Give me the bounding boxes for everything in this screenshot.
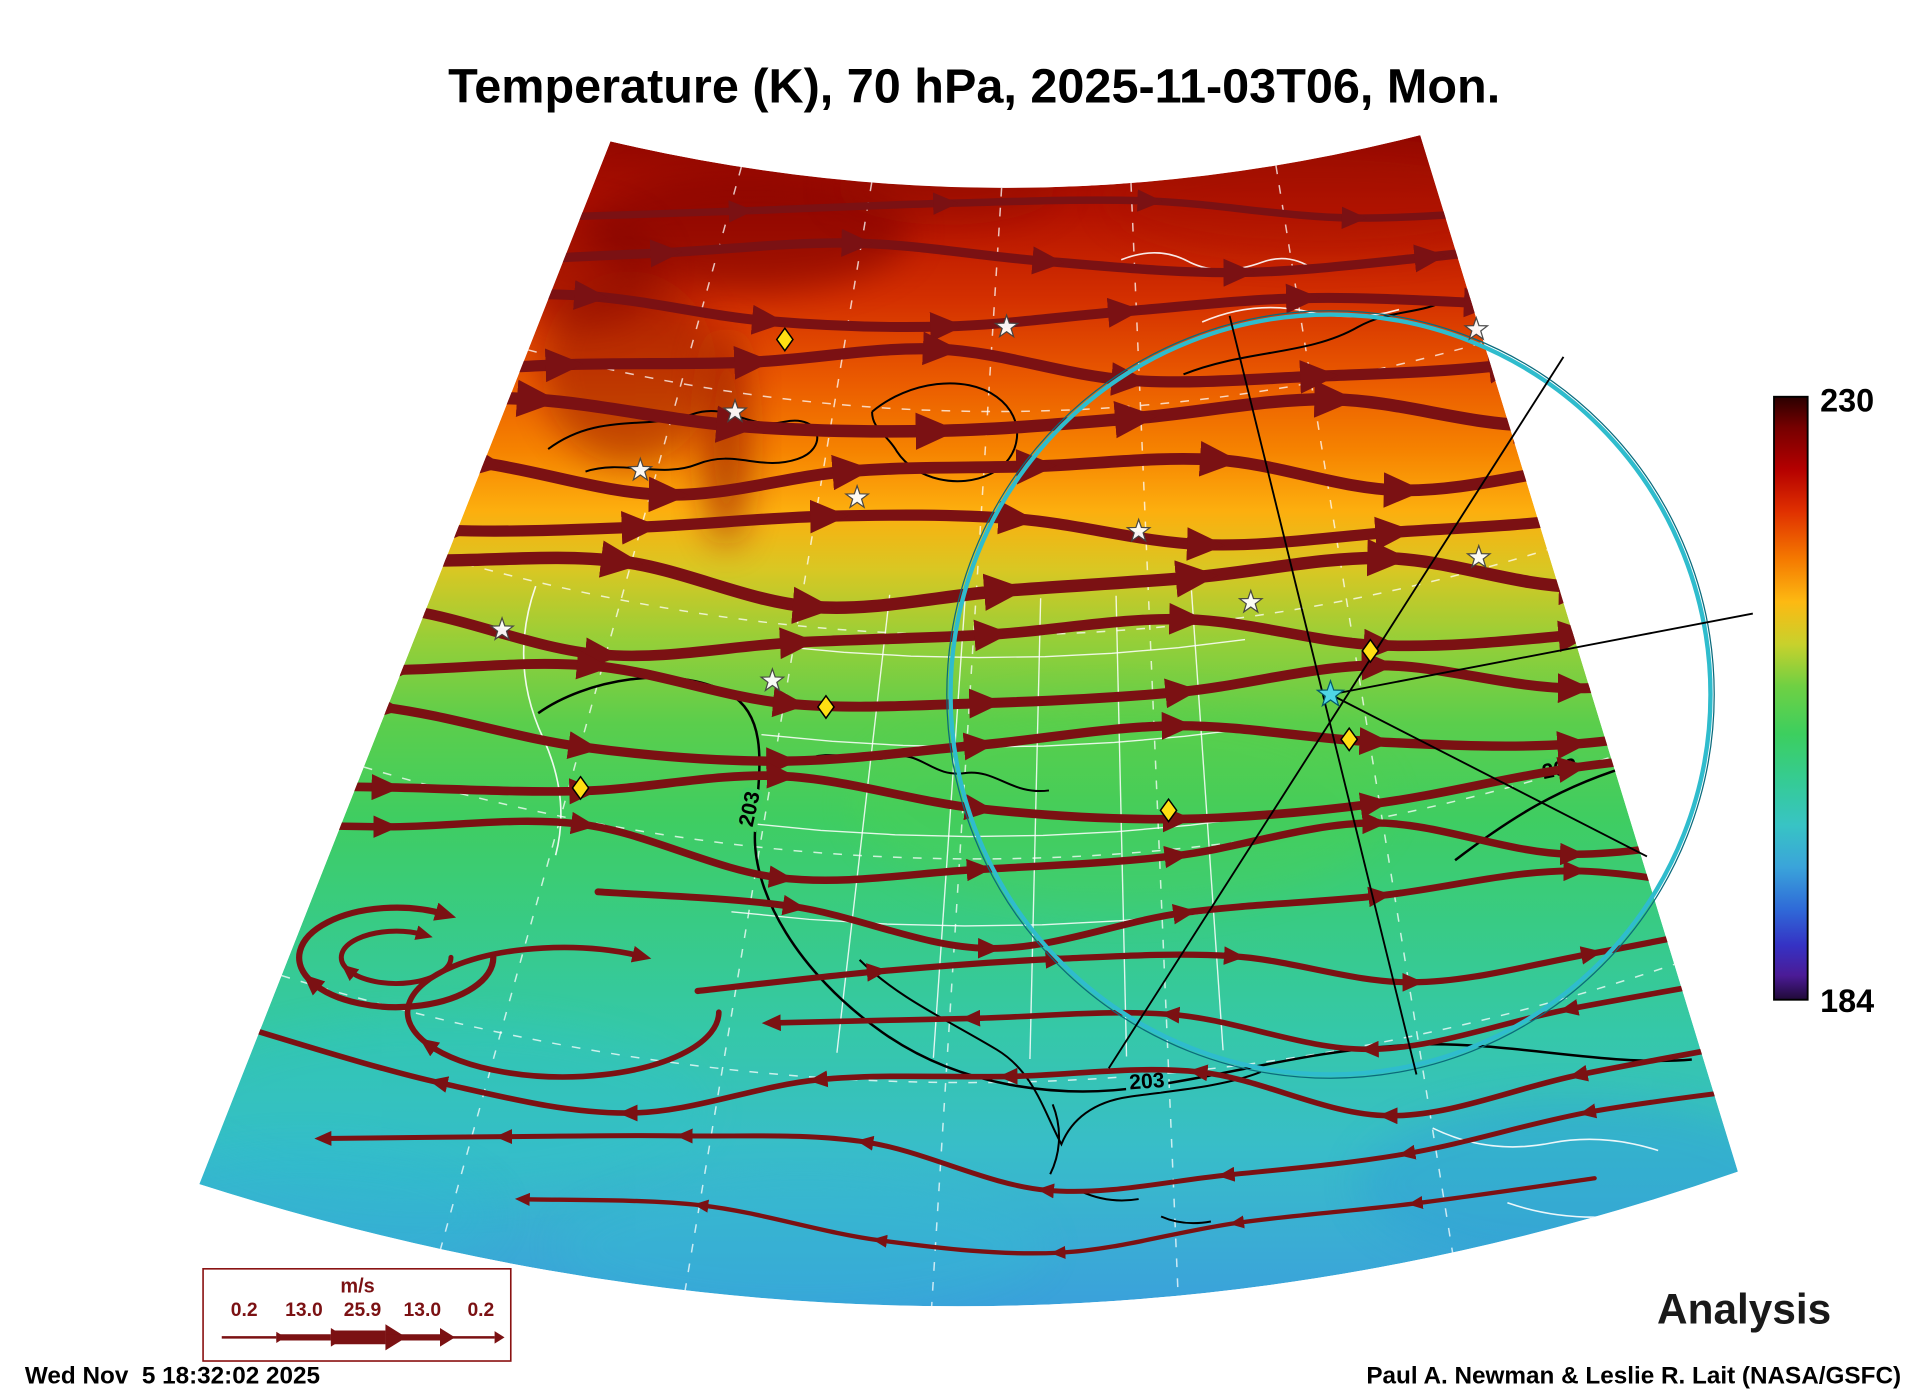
station-diamond-marker [816,694,835,720]
streamline [368,318,1716,396]
colorbar: 230 184 [1773,383,1874,1019]
streamline [256,466,1738,561]
wind-legend-unit: m/s [340,1275,374,1297]
footer-timestamp: Wed Nov 5 18:32:02 2025 [25,1362,320,1389]
station-star-marker [844,483,871,509]
streamline [468,222,1638,287]
station-star-marker [489,615,516,641]
streamline [206,591,1738,670]
streamline [330,379,1738,450]
wind-scale-arrowhead [494,1331,505,1344]
station-star-marker [993,313,1020,339]
eddy-streamline [404,944,722,1080]
temperature-patch [1357,1099,1738,1269]
station-diamond-marker [775,326,794,352]
colorbar-gradient-bar [1773,395,1809,1001]
station-diamond-marker [571,775,590,801]
wind-speed-legend: m/s 0.2 13.0 25.9 13.0 0.2 [202,1268,512,1362]
streamline [230,538,1738,624]
station-diamond-marker [1340,726,1359,752]
temperature-patch [505,211,661,326]
contour-label: 203 [1129,1069,1166,1094]
station-star-marker [759,667,786,692]
wind-scale-arrow [221,1324,505,1351]
temperature-patch [834,150,1059,225]
center-star-marker [1315,678,1346,708]
station-star-marker [722,397,749,423]
range-ring-outer [946,310,1715,1079]
streamline [694,911,1738,995]
wind-scale-value: 13.0 [404,1300,442,1321]
streamline [314,1084,1738,1199]
range-ring [948,312,1713,1077]
wind-legend-box [202,1268,512,1362]
temperature-patch [199,1146,499,1284]
footer-credit: Paul A. Newman & Leslie R. Lait (NASA/GS… [1366,1362,1901,1389]
colorbar-max-label: 230 [1820,383,1874,419]
streamline [199,734,1738,833]
bearing-line [1330,612,1754,696]
page-title: Temperature (K), 70 hPa, 2025-11-03T06, … [448,60,1500,114]
wind-scale-value: 0.2 [467,1300,494,1321]
streamline [514,1176,1597,1259]
wind-scale-value: 13.0 [285,1300,323,1321]
colorbar-min-label: 184 [1820,983,1874,1019]
station-star-marker [1125,517,1152,543]
bearing-line [1330,693,1648,858]
station-star-marker [1465,543,1492,569]
analysis-label: Analysis [1657,1286,1831,1333]
streamline [531,189,1572,230]
bearing-line [1107,356,1565,1069]
map-overlays [489,310,1754,1079]
station-star-marker [1237,588,1264,614]
station-diamond-marker [1159,797,1178,823]
wind-scale-value: 25.9 [344,1300,382,1321]
temperature-patch [560,1177,1047,1307]
station-star-marker [627,456,654,482]
wind-scale-value: 0.2 [231,1300,258,1321]
streamline [238,1023,1738,1125]
station-star-marker [1463,315,1490,341]
station-diamond-marker [1361,638,1380,664]
